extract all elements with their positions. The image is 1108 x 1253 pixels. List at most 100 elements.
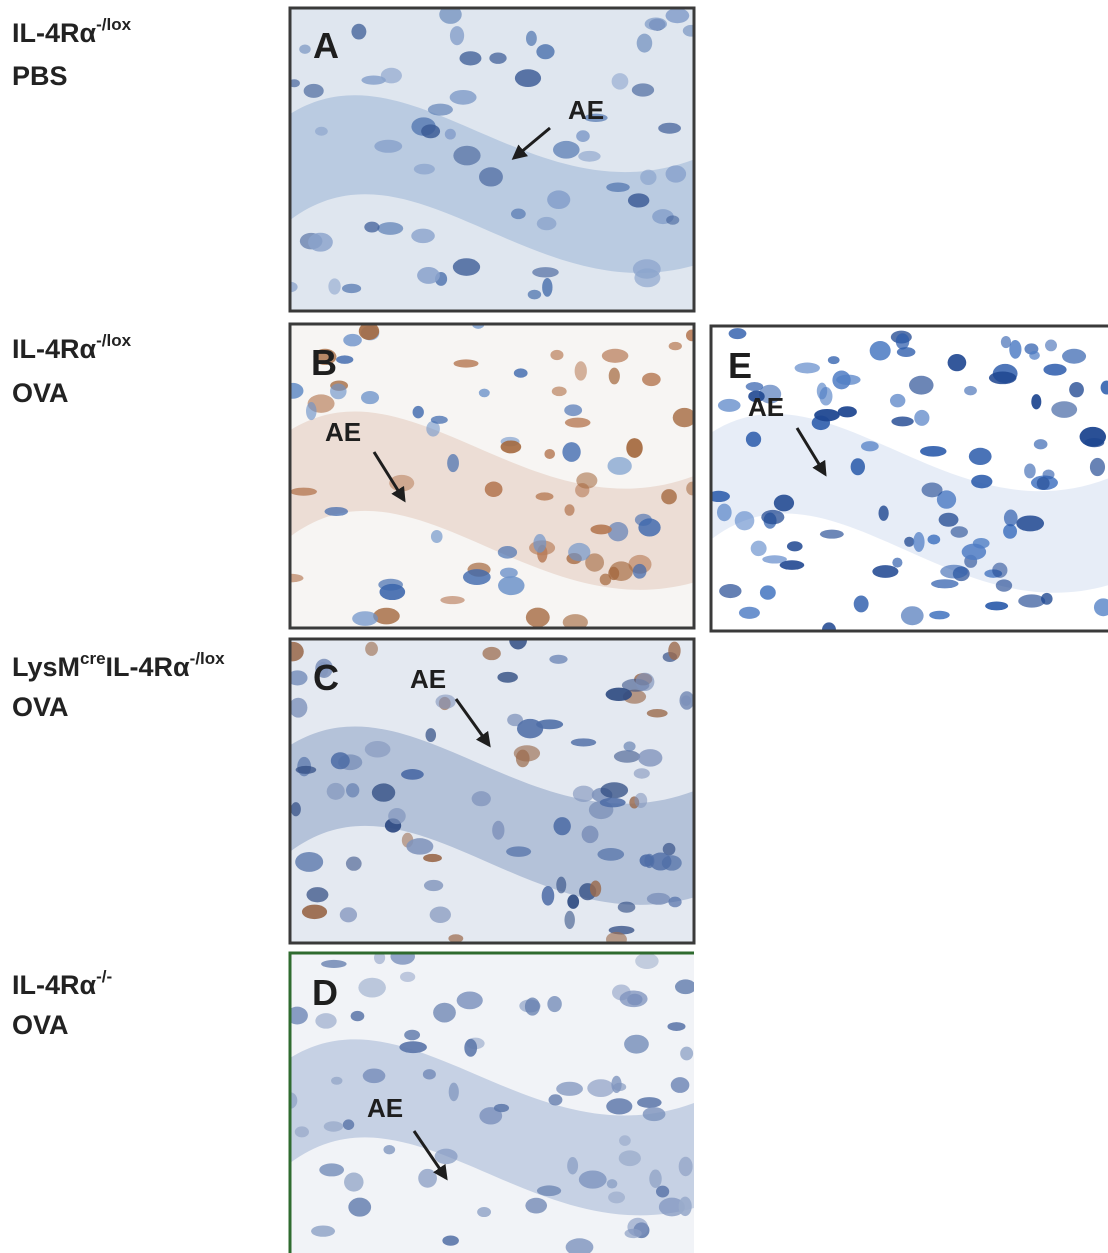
panel-frame bbox=[288, 637, 696, 945]
panel-frame bbox=[288, 951, 694, 1253]
cell bbox=[821, 622, 836, 631]
cell bbox=[308, 232, 333, 252]
cell bbox=[492, 820, 505, 840]
cell bbox=[938, 512, 959, 527]
micrographs bbox=[290, 8, 1108, 1253]
cell bbox=[961, 543, 987, 561]
cell bbox=[328, 278, 341, 295]
micrograph bbox=[711, 326, 1108, 631]
cell bbox=[303, 83, 324, 98]
arrow bbox=[795, 427, 827, 477]
cell bbox=[401, 769, 424, 780]
cell bbox=[380, 67, 402, 84]
cell bbox=[342, 283, 362, 294]
cell bbox=[636, 33, 653, 53]
cell bbox=[878, 505, 889, 521]
cell bbox=[672, 407, 694, 428]
cell bbox=[773, 494, 795, 512]
cell bbox=[429, 906, 451, 924]
cell bbox=[606, 182, 630, 193]
cell bbox=[453, 359, 479, 368]
cell bbox=[493, 1103, 510, 1113]
cell bbox=[1003, 523, 1018, 539]
cell bbox=[330, 752, 350, 770]
cell bbox=[633, 768, 650, 779]
cell bbox=[748, 390, 765, 403]
panel-letter: A bbox=[313, 25, 339, 66]
cell bbox=[433, 1002, 456, 1023]
cell bbox=[553, 817, 571, 836]
cell bbox=[536, 44, 555, 60]
cell bbox=[388, 807, 406, 825]
panel-letter: B bbox=[311, 342, 337, 383]
cell bbox=[533, 534, 547, 553]
cell bbox=[1089, 457, 1106, 477]
cell bbox=[479, 1107, 503, 1125]
cell bbox=[632, 259, 661, 279]
cell bbox=[936, 490, 957, 509]
cell bbox=[950, 526, 968, 538]
cell bbox=[590, 524, 612, 535]
cell bbox=[440, 596, 465, 605]
cell bbox=[383, 1144, 396, 1155]
panel-letter: D bbox=[312, 972, 338, 1013]
cell bbox=[459, 51, 482, 66]
cell bbox=[606, 1098, 633, 1115]
cell bbox=[323, 1121, 344, 1132]
cell bbox=[578, 1170, 607, 1189]
epithelium bbox=[290, 411, 694, 590]
cell bbox=[430, 415, 448, 424]
cell bbox=[351, 23, 367, 40]
cell bbox=[686, 481, 694, 496]
cell bbox=[642, 1107, 666, 1122]
cell bbox=[599, 797, 626, 808]
panel-frame bbox=[709, 324, 1108, 633]
cell bbox=[929, 610, 950, 620]
cell bbox=[364, 741, 391, 758]
cell bbox=[985, 601, 1009, 611]
cell bbox=[373, 607, 400, 625]
cell bbox=[551, 386, 567, 397]
cell bbox=[853, 595, 869, 613]
cell bbox=[290, 79, 300, 88]
cell bbox=[920, 445, 947, 457]
cell bbox=[837, 406, 857, 418]
panel-frame bbox=[288, 322, 696, 630]
cell bbox=[556, 1081, 583, 1096]
cell bbox=[567, 894, 580, 909]
cell bbox=[745, 431, 762, 447]
cell bbox=[544, 448, 556, 460]
panel-letter: E bbox=[728, 345, 752, 386]
cell bbox=[1033, 439, 1048, 450]
row-condition: OVA bbox=[12, 692, 69, 722]
cell bbox=[608, 367, 620, 385]
cell bbox=[574, 361, 587, 381]
cell bbox=[658, 122, 681, 134]
cell bbox=[1036, 476, 1050, 490]
cell bbox=[290, 670, 308, 686]
cell bbox=[750, 540, 767, 557]
cell bbox=[552, 140, 580, 159]
cell bbox=[600, 782, 629, 799]
cell bbox=[728, 328, 747, 340]
cell bbox=[607, 456, 632, 475]
cell bbox=[435, 694, 456, 709]
cell bbox=[734, 511, 755, 531]
cell bbox=[680, 1046, 694, 1061]
row-label: IL-4Rα-/lox bbox=[12, 15, 132, 48]
cell bbox=[623, 741, 636, 752]
cell bbox=[632, 563, 647, 579]
cell bbox=[995, 579, 1013, 592]
cell bbox=[319, 1163, 345, 1177]
cell bbox=[611, 73, 629, 90]
cell bbox=[895, 333, 910, 350]
cell bbox=[526, 30, 537, 47]
cell bbox=[324, 506, 349, 517]
cell bbox=[430, 530, 443, 543]
micrograph bbox=[290, 953, 694, 1253]
cell bbox=[548, 1094, 563, 1106]
cell bbox=[536, 216, 557, 231]
cell bbox=[794, 362, 820, 374]
cell bbox=[499, 567, 518, 579]
cell bbox=[570, 738, 597, 747]
